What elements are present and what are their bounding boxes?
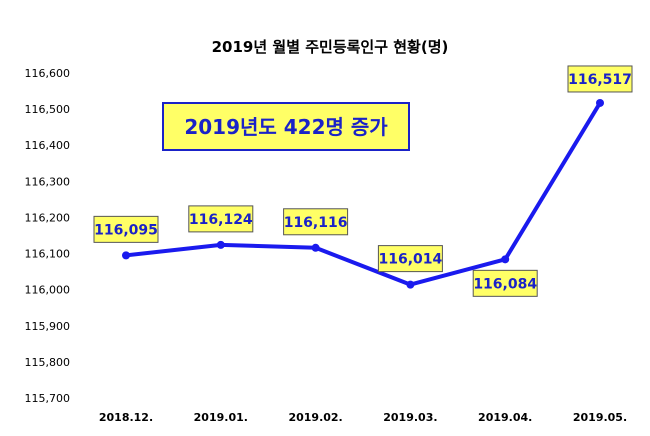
series-path [124,100,602,287]
annotation-box: 2019년도 422명 증가 [162,102,410,151]
x-axis: 2018.12. 2019.01. 2019.02. 2019.03. 2019.04.… [99,411,627,424]
data-label: 116,095 [94,222,158,238]
y-tick-label: 115,900 [25,320,71,333]
y-tick-label: 116,600 [25,67,71,80]
data-label-box [93,215,159,243]
data-point [501,255,510,264]
data-label-box [283,208,349,236]
data-labels: 116,095 116,124 116,116 116,014 116,084 116,5… [93,65,633,297]
y-tick-label: 116,100 [25,248,71,261]
x-tick-label: 2019.03. [383,411,437,424]
data-label-box [188,205,254,233]
data-label: 116,014 [379,252,443,268]
data-label: 116,124 [189,212,253,228]
x-tick-label: 2018.12. [99,411,153,424]
data-label: 116,116 [284,215,348,231]
data-point [311,243,320,252]
annotation-text: 2019년도 422명 증가 [184,115,388,139]
y-tick-label: 115,700 [25,392,71,405]
data-label-box [472,269,538,297]
x-tick-label: 2019.04. [478,411,532,424]
annotation-background [162,102,410,151]
y-axis: 115,700 115,800 115,900 116,000 116,100 116,2… [25,67,71,405]
chart-title: 2019년 월별 주민등록인구 현황(명) [212,38,449,56]
y-tick-label: 116,300 [25,175,71,188]
y-tick-label: 116,000 [25,284,71,297]
data-point [406,280,415,289]
x-tick-label: 2019.02. [288,411,342,424]
x-tick-label: 2019.01. [194,411,248,424]
data-point [216,240,225,249]
data-label: 116,084 [473,276,537,292]
data-label: 116,517 [568,72,632,88]
series-line [122,98,604,289]
y-tick-label: 115,800 [25,356,71,369]
y-tick-label: 116,500 [25,103,71,116]
y-tick-label: 116,400 [25,139,71,152]
y-tick-label: 116,200 [25,211,71,224]
x-tick-label: 2019.05. [573,411,627,424]
data-label-box [377,245,443,273]
data-label-box [567,65,633,93]
data-point [596,98,604,107]
data-point [122,251,130,260]
